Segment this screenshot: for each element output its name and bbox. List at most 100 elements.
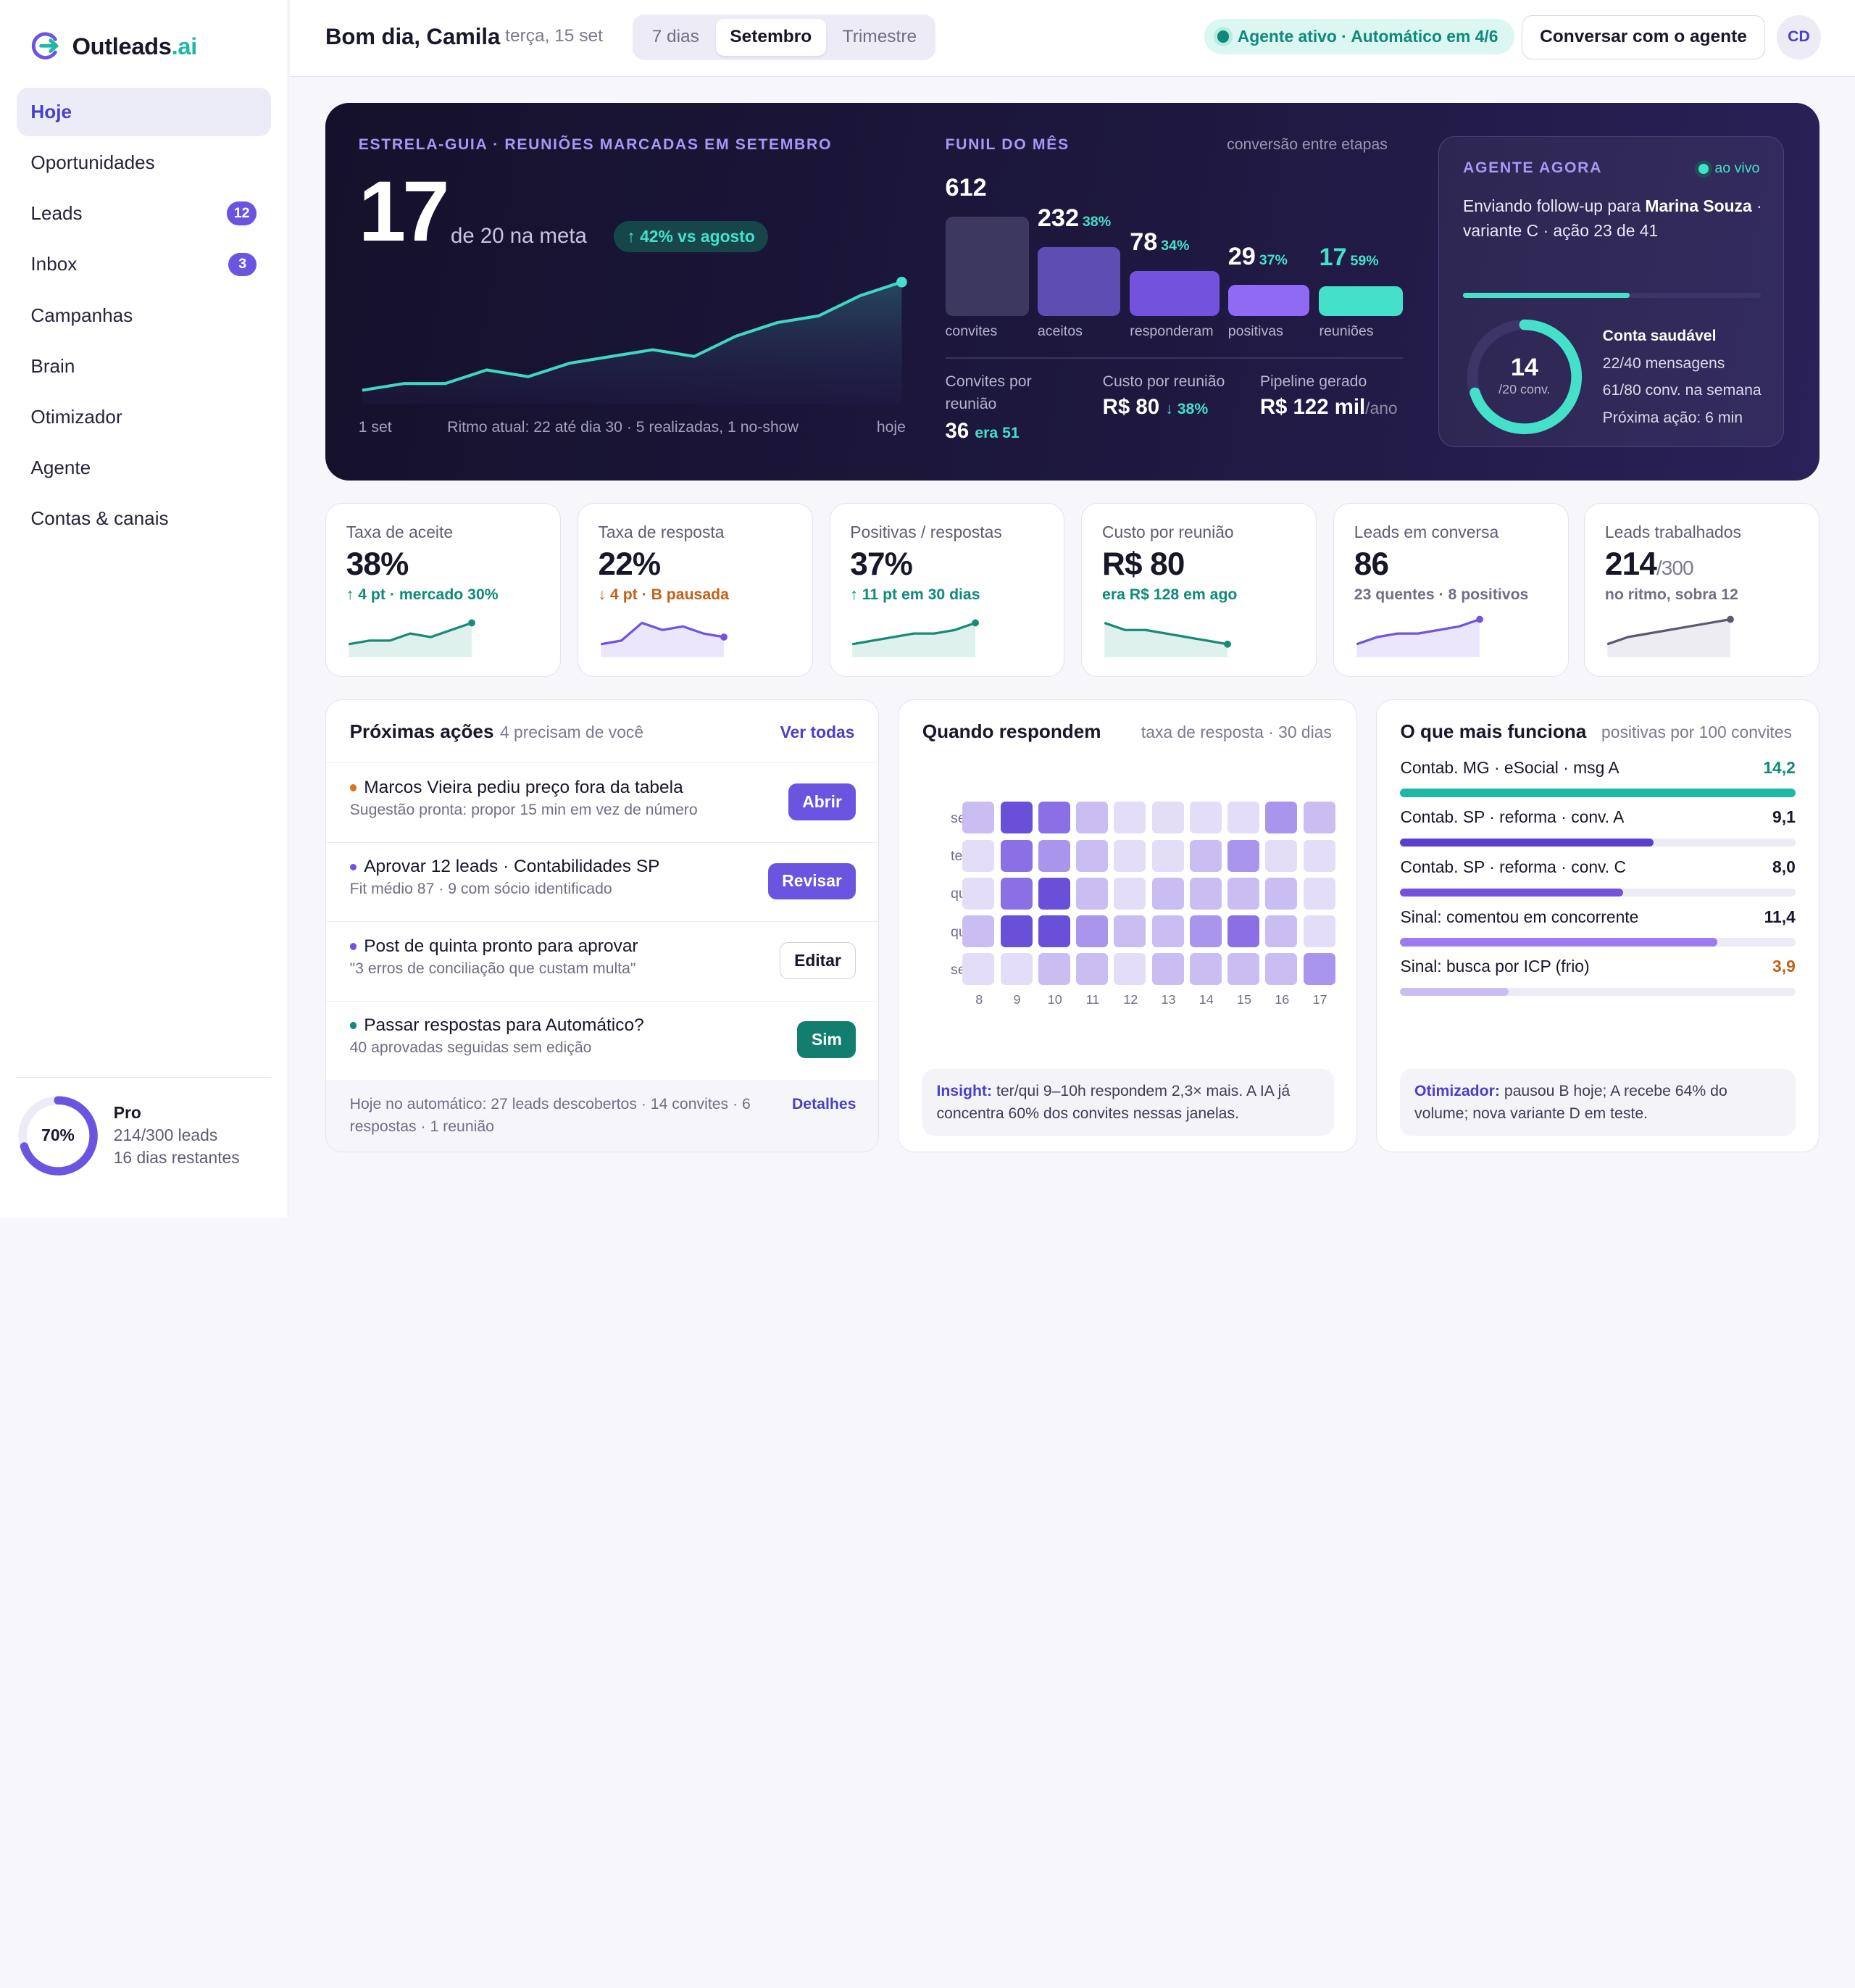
logo[interactable]: Outleads.ai (30, 30, 197, 61)
funnel-value: 612 (946, 174, 987, 202)
action-item: Aprovar 12 leads · Contabilidades SP Fit… (325, 843, 879, 923)
meetings-goal: de 20 na meta (451, 223, 587, 248)
plan-name: Pro (113, 1103, 141, 1123)
kpi-card-conversations[interactable]: Leads em conversa 86 23 quentes · 8 posi… (1333, 502, 1569, 677)
what-works-row: Contab. MG · eSocial · msg A 14,2 (1400, 758, 1796, 801)
heatmap-cell (1076, 839, 1109, 872)
agent-label: AGENTE AGORA (1462, 159, 1603, 176)
heatmap-cell (1227, 953, 1260, 986)
kpi-card-acceptance[interactable]: Taxa de aceite 38% ↑ 4 pt · mercado 30% (325, 502, 561, 677)
heatmap-cell (1151, 915, 1184, 948)
live-indicator: ao vivo (1698, 160, 1760, 177)
kpi-card-positives[interactable]: Positivas / respostas 37% ↑ 11 pt em 30 … (829, 502, 1065, 677)
optimizer-text: pausou B hoje; A recebe 64% do volume; n… (1414, 1083, 1727, 1123)
heatmap-subtitle: taxa de resposta · 30 dias (1141, 722, 1332, 741)
heatmap-cell (1189, 953, 1222, 986)
next-actions-panel: Próximas ações 4 precisam de você Ver to… (325, 699, 880, 1153)
kpi-delta: ↓ 4 pt · B pausada (598, 586, 729, 604)
logo-icon (32, 32, 59, 60)
kpi-card-cost[interactable]: Custo por reunião R$ 80 era R$ 128 em ag… (1081, 502, 1317, 677)
avatar[interactable]: CD (1777, 15, 1821, 59)
what-works-track (1400, 938, 1796, 947)
heatmap-cell (962, 839, 995, 872)
period-trimestre[interactable]: Trimestre (842, 27, 917, 47)
sidebar: Outleads.ai Hoje Oportunidades Leads 12 I… (0, 0, 289, 1218)
kpi-number: 214 (1604, 546, 1657, 582)
funnel-value: 78 34% (1130, 228, 1189, 257)
heatmap-cell (1189, 839, 1222, 872)
stat-invites-note: era 51 (975, 424, 1020, 441)
heatmap-col-label: 13 (1161, 992, 1176, 1007)
sidebar-item-agente[interactable]: Agente (17, 444, 271, 492)
heatmap-title: Quando respondem (922, 720, 1101, 742)
hero-label: ESTRELA-GUIA · REUNIÕES MARCADAS EM SETE… (358, 136, 833, 153)
funnel-value: 29 37% (1228, 243, 1288, 271)
heatmap-cell (1000, 953, 1033, 986)
sparkline-point (1475, 615, 1483, 623)
sidebar-item-inbox[interactable]: Inbox 3 (17, 240, 271, 288)
plan-usage[interactable]: 70% Pro 214/300 leads 16 dias restantes (16, 1076, 271, 1177)
current-date: terça, 15 set (505, 25, 603, 46)
funnel-conversion: 37% (1259, 251, 1288, 268)
sidebar-item-campanhas[interactable]: Campanhas (17, 291, 271, 340)
agent-status-badge[interactable]: Agente ativo · Automático em 4/6 (1204, 19, 1515, 55)
heatmap-col-label: 11 (1085, 992, 1100, 1007)
action-item: Marcos Vieira pediu preço fora da tabela… (325, 763, 879, 843)
chat-agent-button[interactable]: Conversar com o agente (1521, 15, 1766, 59)
what-works-value: 3,9 (1772, 957, 1796, 976)
confirm-button[interactable]: Sim (797, 1021, 856, 1058)
meetings-count: 17 (358, 163, 450, 259)
optimizer-note: Otimizador: pausou B hoje; A recebe 64% … (1400, 1069, 1796, 1136)
sidebar-item-contas-canais[interactable]: Contas & canais (17, 494, 271, 543)
heatmap-cell (1114, 839, 1146, 872)
what-works-label: Sinal: busca por ICP (frio) (1400, 957, 1590, 976)
kpi-label: Leads em conversa (1354, 523, 1499, 541)
kpi-number: 37% (850, 546, 913, 582)
kpi-card-worked[interactable]: Leads trabalhados 214/300 no ritmo, sobr… (1584, 502, 1820, 677)
trend-area (362, 281, 902, 404)
details-link[interactable]: Detalhes (791, 1095, 856, 1112)
sidebar-item-leads[interactable]: Leads 12 (17, 189, 271, 238)
live-text: ao vivo (1714, 160, 1760, 177)
sidebar-item-hoje[interactable]: Hoje (16, 87, 271, 136)
sparkline-point (972, 619, 980, 627)
heatmap-cell (1000, 839, 1033, 872)
period-setembro[interactable]: Setembro (715, 19, 826, 56)
funnel-conversion: 34% (1161, 238, 1190, 254)
kpi-value: R$ 80 (1102, 546, 1185, 583)
see-all-link[interactable]: Ver todas (780, 722, 855, 741)
agent-current-action: Enviando follow-up para Marina Souza · v… (1463, 194, 1768, 244)
response-time-panel: Quando respondem taxa de resposta · 30 d… (898, 699, 1357, 1153)
meetings-trend-chart (362, 276, 907, 404)
heatmap-cell (1114, 877, 1146, 910)
sidebar-item-label: Inbox (30, 253, 78, 275)
heatmap-cell (1227, 839, 1260, 872)
heatmap-cell (962, 953, 995, 986)
sidebar-item-brain[interactable]: Brain (17, 342, 271, 391)
insight-box: Insight: ter/qui 9–10h respondem 2,3× ma… (922, 1069, 1335, 1136)
sidebar-item-otimizador[interactable]: Otimizador (17, 393, 271, 441)
funnel-bar-responderam (1130, 270, 1220, 316)
kpi-value: 37% (850, 546, 913, 583)
sparkline-line (1606, 618, 1731, 646)
review-button[interactable]: Revisar (767, 862, 856, 900)
kpi-delta: era R$ 128 em ago (1102, 586, 1238, 604)
funnel-value: 17 59% (1319, 244, 1378, 272)
agent-status-text: Agente ativo · Automático em 4/6 (1237, 27, 1498, 46)
stat-pipeline-label: Pipeline gerado (1259, 373, 1367, 391)
sparkline-point (467, 619, 475, 627)
open-button[interactable]: Abrir (788, 783, 856, 820)
what-works-bar (1400, 789, 1796, 797)
heatmap-cell (962, 915, 995, 948)
what-works-track (1400, 888, 1796, 897)
period-7-dias[interactable]: 7 dias (651, 27, 699, 47)
sparkline-line (348, 622, 472, 646)
heatmap-cell (1227, 802, 1260, 834)
kpi-card-response[interactable]: Taxa de resposta 22% ↓ 4 pt · B pausada (577, 502, 813, 677)
heatmap-cell (1151, 953, 1184, 986)
heatmap-col-label: 8 (975, 992, 983, 1007)
sidebar-item-oportunidades[interactable]: Oportunidades (17, 138, 271, 187)
edit-button[interactable]: Editar (779, 941, 856, 979)
heatmap-cell (1038, 839, 1070, 872)
account-health: Conta saudável 22/40 mensagens 61/80 con… (1603, 323, 1762, 431)
